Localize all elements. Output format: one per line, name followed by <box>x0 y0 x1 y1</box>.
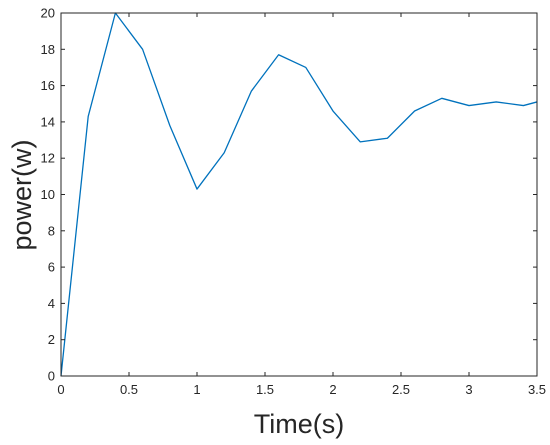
y-tick-label: 2 <box>48 332 55 347</box>
y-tick-label: 4 <box>48 296 55 311</box>
y-axis: 0 2 4 6 8 10 12 14 16 18 20 <box>41 6 537 384</box>
series-line <box>60 12 538 377</box>
x-tick-label: 1 <box>193 382 200 397</box>
x-tick-label: 3 <box>465 382 472 397</box>
y-tick-label: 18 <box>41 42 55 57</box>
y-axis-label: power(w) <box>7 139 37 250</box>
x-tick-label: 1.5 <box>256 382 274 397</box>
y-tick-label: 10 <box>41 187 55 202</box>
y-tick-label: 16 <box>41 78 55 93</box>
x-tick-label: 3.5 <box>528 382 546 397</box>
x-axis: 0 0.5 1 1.5 2 2.5 3 3.5 <box>57 13 546 397</box>
y-tick-label: 0 <box>48 369 55 384</box>
x-tick-label: 0.5 <box>120 382 138 397</box>
y-tick-label: 12 <box>41 151 55 166</box>
x-tick-label: 2 <box>329 382 336 397</box>
y-tick-label: 8 <box>48 223 55 238</box>
y-tick-label: 14 <box>41 114 55 129</box>
x-tick-label: 2.5 <box>392 382 410 397</box>
y-tick-label: 6 <box>48 260 55 275</box>
series-layer <box>60 12 538 377</box>
plot-area <box>61 13 537 376</box>
x-axis-label: Time(s) <box>254 409 344 439</box>
x-tick-label: 0 <box>57 382 64 397</box>
y-tick-label: 20 <box>41 6 55 21</box>
